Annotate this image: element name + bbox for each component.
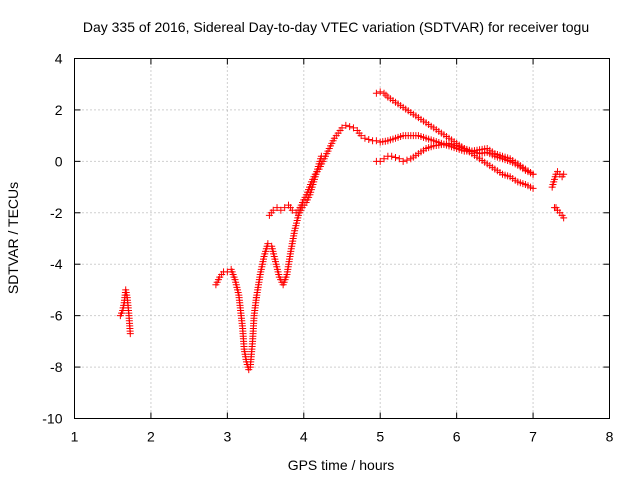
- data-point-plus: [399, 157, 407, 165]
- data-point-plus: [264, 240, 272, 248]
- y-tick-label: 0: [55, 153, 63, 169]
- data-point-plus: [372, 137, 380, 145]
- data-point-plus: [395, 155, 403, 163]
- x-tick-label: 8: [606, 429, 614, 445]
- x-tick-label: 2: [147, 429, 155, 445]
- y-tick-label: 2: [55, 102, 63, 118]
- y-tick-label: -8: [50, 359, 63, 375]
- data-point-plus: [388, 152, 396, 160]
- x-tick-label: 3: [223, 429, 231, 445]
- data-point-plus: [380, 89, 388, 97]
- data-points: [116, 88, 568, 374]
- y-tick-label: -6: [50, 308, 63, 324]
- data-point-plus: [529, 170, 537, 178]
- series-track-g: [548, 168, 568, 191]
- data-point-plus: [382, 91, 390, 99]
- y-tick-label: 4: [55, 51, 63, 67]
- series-track-f: [372, 139, 537, 178]
- data-point-plus: [403, 156, 411, 164]
- series-track-a: [116, 286, 134, 338]
- grid-lines: [74, 58, 610, 419]
- data-point-plus: [357, 132, 365, 140]
- data-point-plus: [338, 124, 346, 132]
- x-tick-label: 1: [71, 429, 79, 445]
- data-point-plus: [273, 204, 281, 212]
- axis-ticks: 1 2 3 4 5 6 7 8 -10 -8 -6 -4 -2 0 2 4: [42, 51, 613, 445]
- data-point-plus: [349, 124, 357, 132]
- chart-title: Day 335 of 2016, Sidereal Day-to-day VTE…: [83, 19, 589, 35]
- series-track-h: [550, 204, 568, 222]
- plot-frame: [74, 58, 610, 419]
- y-axis-label: SDTVAR / TECUs: [5, 182, 21, 294]
- x-tick-label: 6: [453, 429, 461, 445]
- data-point-plus: [560, 170, 568, 178]
- data-point-plus: [372, 89, 380, 97]
- data-point-plus: [376, 88, 384, 96]
- series-track-b: [212, 265, 260, 374]
- data-point-plus: [529, 184, 537, 192]
- x-axis-label: GPS time / hours: [288, 457, 395, 473]
- data-point-plus: [269, 206, 277, 214]
- data-point-plus: [376, 157, 384, 165]
- x-tick-label: 5: [376, 429, 384, 445]
- data-point-plus: [126, 330, 134, 338]
- data-point-plus: [560, 214, 568, 222]
- data-point-plus: [361, 134, 369, 142]
- y-tick-label: -2: [50, 205, 63, 221]
- data-point-plus: [365, 136, 373, 143]
- data-point-plus: [392, 154, 399, 161]
- y-tick-label: -10: [42, 411, 62, 427]
- data-point-plus: [380, 155, 388, 163]
- x-tick-label: 7: [529, 429, 537, 445]
- y-tick-label: -4: [50, 256, 63, 272]
- data-point-plus: [277, 206, 285, 214]
- data-point-plus: [342, 121, 350, 129]
- series-track-e: [372, 88, 537, 192]
- data-point-plus: [346, 123, 354, 131]
- x-tick-label: 4: [300, 429, 308, 445]
